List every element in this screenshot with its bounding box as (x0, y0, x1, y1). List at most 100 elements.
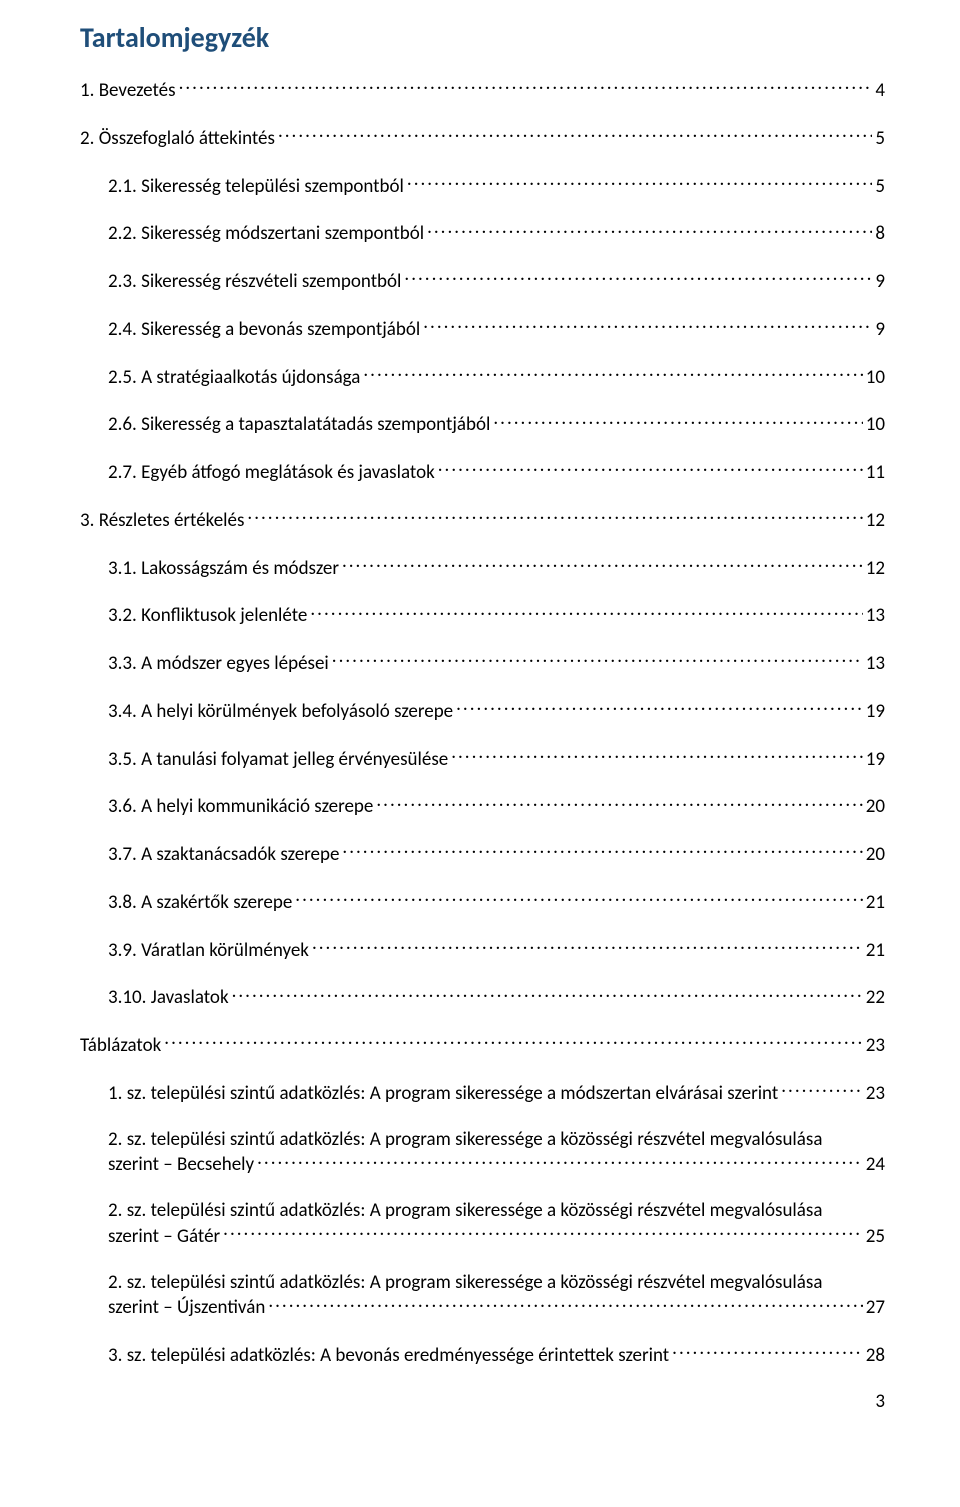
toc-entry-label: 2.4. Sikeresség a bevonás szempontjából (108, 318, 423, 342)
toc-entry-page: 10 (863, 413, 885, 437)
toc-entry[interactable]: 2. Összefoglaló áttekintés 5 (80, 125, 885, 151)
toc-leader-dots (404, 268, 872, 287)
toc-entry[interactable]: 3. sz. települési adatközlés: A bevonás … (108, 1342, 885, 1368)
toc-entry-label: 3. sz. települési adatközlés: A bevonás … (108, 1344, 672, 1368)
toc-entry-label: 3.9. Váratlan körülmények (108, 939, 312, 963)
toc-leader-dots (456, 698, 863, 717)
toc-entry[interactable]: Táblázatok23 (80, 1032, 885, 1058)
toc-entry[interactable]: 2.1. Sikeresség települési szempontból 5 (108, 173, 885, 199)
toc-entry[interactable]: 2.4. Sikeresség a bevonás szempontjából9 (108, 316, 885, 342)
toc-entry[interactable]: 3.1. Lakosságszám és módszer 12 (108, 555, 885, 581)
toc-entry[interactable]: 3.4. A helyi körülmények befolyásoló sze… (108, 698, 885, 724)
toc-entry-page: 8 (872, 222, 885, 246)
toc-leader-dots (363, 364, 862, 383)
toc-entry-page: 23 (863, 1082, 885, 1106)
toc-entry[interactable]: 2.7. Egyéb átfogó meglátások és javaslat… (108, 459, 885, 485)
table-of-contents: 1. Bevezetés 4 2. Összefoglaló áttekintés 5… (80, 77, 885, 1368)
toc-entry[interactable]: 3.3. A módszer egyes lépései 13 (108, 650, 885, 676)
toc-leader-dots (781, 1080, 863, 1099)
toc-leader-dots (257, 1151, 863, 1170)
toc-entry[interactable]: 3.10. Javaslatok 22 (108, 984, 885, 1010)
toc-leader-dots (332, 650, 863, 669)
toc-entry[interactable]: 2.3. Sikeresség részvételi szempontból 9 (108, 268, 885, 294)
toc-entry[interactable]: 3. Részletes értékelés 12 (80, 507, 885, 533)
toc-entry-page: 12 (863, 509, 885, 533)
toc-entry-page: 4 (872, 79, 885, 103)
toc-entry[interactable]: 3.8. A szakértők szerepe 21 (108, 889, 885, 915)
toc-leader-dots (407, 173, 872, 192)
toc-entry-page: 19 (863, 748, 885, 772)
toc-entry-label: 2.7. Egyéb átfogó meglátások és javaslat… (108, 461, 438, 485)
toc-entry-label-cont: szerint – Becsehely (108, 1153, 257, 1177)
toc-entry-page: 13 (863, 652, 885, 676)
toc-entry[interactable]: 3.9. Váratlan körülmények 21 (108, 937, 885, 963)
toc-entry-page: 13 (863, 604, 885, 628)
toc-entry[interactable]: 3.2. Konfliktusok jelenléte13 (108, 602, 885, 628)
toc-leader-dots (268, 1294, 862, 1313)
toc-entry-label: 3.5. A tanulási folyamat jelleg érvényes… (108, 748, 451, 772)
toc-leader-dots (295, 889, 862, 908)
toc-entry-page: 11 (863, 461, 885, 485)
toc-entry-page: 5 (872, 127, 885, 151)
toc-entry[interactable]: 3.7. A szaktanácsadók szerepe 20 (108, 841, 885, 867)
toc-entry-page: 19 (863, 700, 885, 724)
toc-leader-dots (232, 984, 863, 1003)
toc-entry-page: 27 (863, 1296, 885, 1320)
toc-entry-label: 3.3. A módszer egyes lépései (108, 652, 332, 676)
toc-entry-page: 21 (863, 939, 885, 963)
toc-entry[interactable]: 2. sz. települési szintű adatközlés: A p… (108, 1128, 885, 1178)
toc-entry-label: 1. sz. települési szintű adatközlés: A p… (108, 1082, 781, 1106)
toc-entry-label: 2.5. A stratégiaalkotás újdonsága (108, 366, 363, 390)
toc-entry-label: 2.1. Sikeresség települési szempontból (108, 175, 407, 199)
toc-entry-label-cont: szerint – Gátér (108, 1225, 223, 1249)
page-footer-number: 3 (80, 1390, 885, 1414)
toc-entry[interactable]: 2. sz. települési szintű adatközlés: A p… (108, 1271, 885, 1321)
toc-entry[interactable]: 1. sz. települési szintű adatközlés: A p… (108, 1080, 885, 1106)
toc-entry-label: 2. sz. települési szintű adatközlés: A p… (108, 1199, 885, 1223)
toc-entry[interactable]: 1. Bevezetés 4 (80, 77, 885, 103)
toc-entry-label: 1. Bevezetés (80, 79, 179, 103)
toc-leader-dots (342, 555, 863, 574)
toc-entry[interactable]: 3.6. A helyi kommunikáció szerepe 20 (108, 793, 885, 819)
toc-entry-label: 2. Összefoglaló áttekintés (80, 127, 278, 151)
toc-entry-page: 9 (872, 270, 885, 294)
toc-leader-dots (451, 746, 863, 765)
toc-leader-dots (179, 77, 873, 96)
toc-leader-dots (438, 459, 863, 478)
toc-entry[interactable]: 3.5. A tanulási folyamat jelleg érvényes… (108, 746, 885, 772)
toc-entry-page: 5 (872, 175, 885, 199)
toc-entry-label: Táblázatok (80, 1034, 164, 1058)
toc-leader-dots (312, 937, 863, 956)
toc-entry-page: 28 (863, 1344, 885, 1368)
toc-entry-page: 20 (863, 843, 885, 867)
toc-entry-label: 2.3. Sikeresség részvételi szempontból (108, 270, 404, 294)
toc-entry-label-cont: szerint – Újszentiván (108, 1296, 268, 1320)
toc-entry-label: 2.6. Sikeresség a tapasztalatátadás szem… (108, 413, 493, 437)
toc-entry[interactable]: 2. sz. települési szintű adatközlés: A p… (108, 1199, 885, 1249)
toc-leader-dots (164, 1032, 862, 1051)
toc-leader-dots (672, 1342, 863, 1361)
toc-entry-page: 22 (863, 986, 885, 1010)
toc-entry[interactable]: 2.5. A stratégiaalkotás újdonsága 10 (108, 364, 885, 390)
toc-entry-label: 3.10. Javaslatok (108, 986, 232, 1010)
toc-entry-page: 21 (863, 891, 885, 915)
toc-entry-page: 24 (863, 1153, 885, 1177)
toc-entry-label: 3.8. A szakértők szerepe (108, 891, 295, 915)
toc-entry[interactable]: 2.2. Sikeresség módszertani szempontból 8 (108, 220, 885, 246)
toc-entry-label: 3. Részletes értékelés (80, 509, 247, 533)
toc-entry-label: 3.1. Lakosságszám és módszer (108, 557, 342, 581)
page-title: Tartalomjegyzék (80, 20, 885, 55)
toc-entry-label: 3.6. A helyi kommunikáció szerepe (108, 795, 376, 819)
toc-entry-page: 12 (863, 557, 885, 581)
toc-leader-dots (376, 793, 862, 812)
toc-leader-dots (310, 602, 862, 621)
toc-entry-page: 20 (863, 795, 885, 819)
toc-entry-label: 3.7. A szaktanácsadók szerepe (108, 843, 342, 867)
toc-entry-page: 10 (863, 366, 885, 390)
toc-entry-page: 25 (863, 1225, 885, 1249)
toc-entry[interactable]: 2.6. Sikeresség a tapasztalatátadás szem… (108, 411, 885, 437)
toc-entry-label: 2.2. Sikeresség módszertani szempontból (108, 222, 427, 246)
toc-leader-dots (278, 125, 872, 144)
toc-leader-dots (427, 220, 872, 239)
toc-entry-label: 2. sz. települési szintű adatközlés: A p… (108, 1271, 885, 1295)
